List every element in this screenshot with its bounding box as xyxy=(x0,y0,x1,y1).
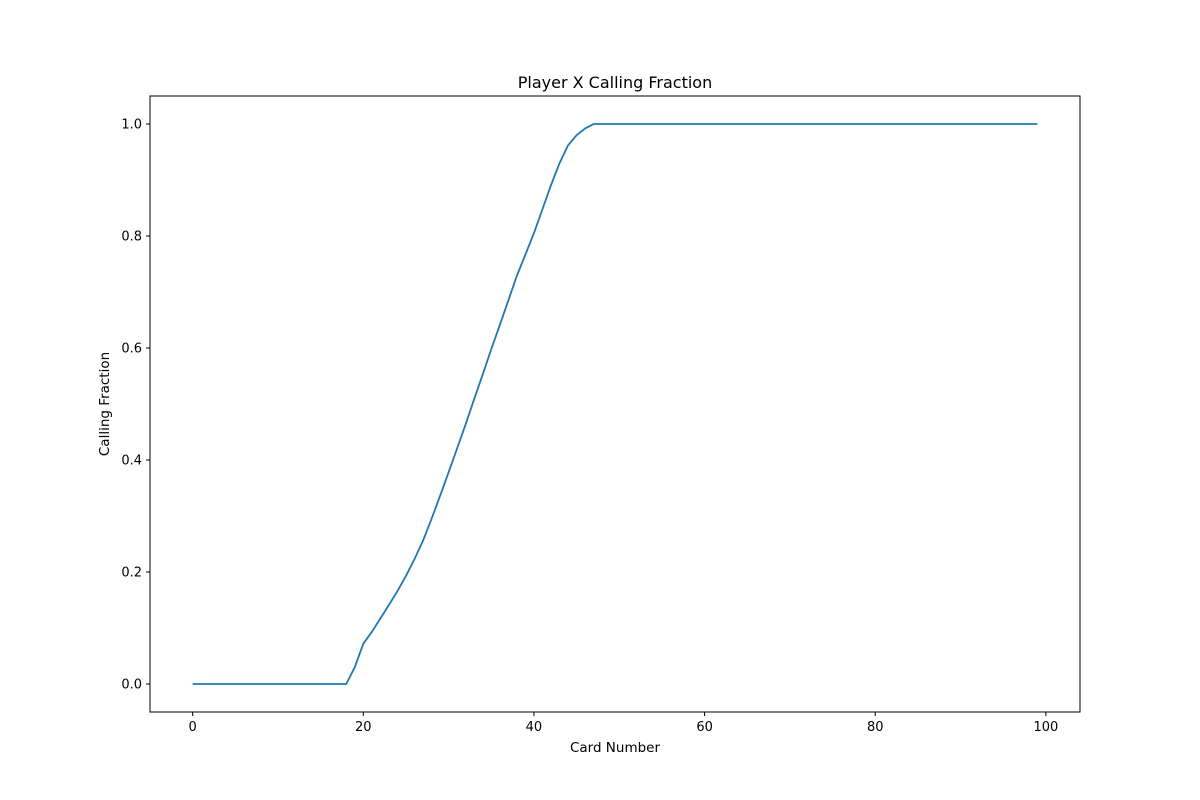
y-tick-label: 0.0 xyxy=(121,678,142,693)
axes-frame xyxy=(149,95,1081,713)
x-tick-label: 60 xyxy=(696,720,713,735)
y-axis-label: Calling Fraction xyxy=(97,352,113,456)
x-tick-label: 0 xyxy=(189,720,197,735)
x-axis: 0 20 40 60 80 100 xyxy=(189,712,1058,735)
x-tick-label: 40 xyxy=(526,720,543,735)
series-line xyxy=(192,123,1038,685)
y-tick-label: 0.8 xyxy=(121,230,142,245)
y-tick-label: 0.4 xyxy=(121,454,142,469)
x-tick-label: 80 xyxy=(867,720,884,735)
y-tick-label: 1.0 xyxy=(121,118,142,133)
x-tick-label: 20 xyxy=(355,720,372,735)
x-axis-label: Card Number xyxy=(570,740,661,756)
chart-title: Player X Calling Fraction xyxy=(518,73,712,92)
y-axis: 0.0 0.2 0.4 0.6 0.8 1.0 xyxy=(121,118,150,693)
x-tick-label: 100 xyxy=(1033,720,1058,735)
plot-area xyxy=(192,123,1038,685)
y-tick-label: 0.2 xyxy=(121,566,142,581)
y-tick-label: 0.6 xyxy=(121,342,142,357)
